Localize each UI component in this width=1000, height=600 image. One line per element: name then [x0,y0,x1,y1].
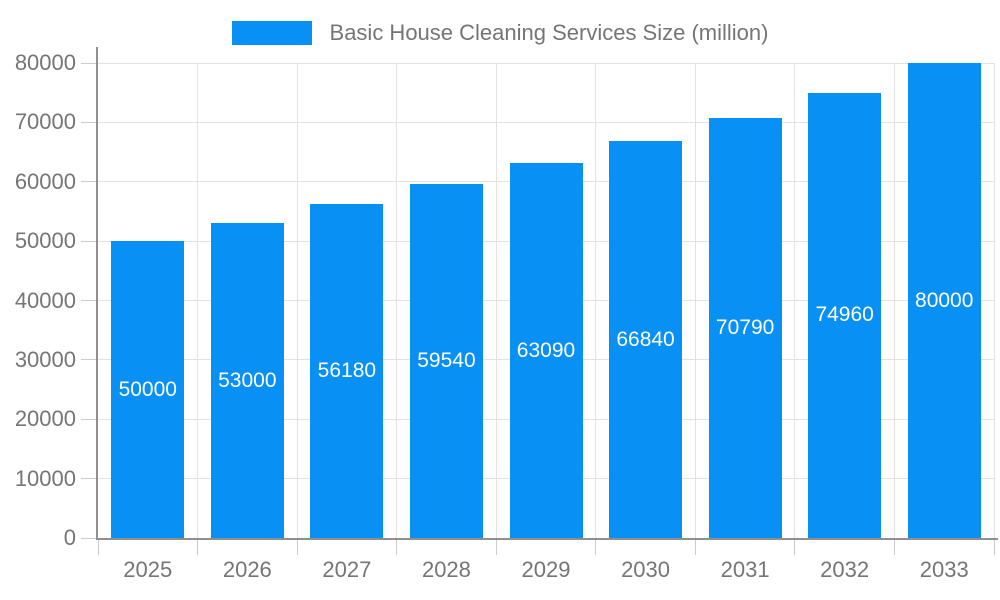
bar-2025[interactable] [111,241,185,538]
x-axis-tick [396,538,398,555]
y-axis-tick [81,121,98,123]
bar-2029[interactable] [509,163,583,538]
bar-2033[interactable] [907,63,981,538]
bar-value-label: 56180 [317,359,377,383]
gridline-y [98,62,994,64]
legend-swatch [231,21,312,45]
x-axis-tick [495,538,497,555]
y-axis-label: 10000 [14,465,76,491]
x-axis-tick [893,538,895,555]
gridline-x [595,63,597,538]
x-axis-label: 2033 [919,557,969,582]
y-axis-tick [81,240,98,242]
x-axis-label: 2025 [123,557,173,582]
y-axis-label: 40000 [14,287,76,313]
y-axis-tick [81,478,98,480]
y-axis-label: 60000 [14,168,76,194]
bar-2028[interactable] [409,184,483,538]
legend-label: Basic House Cleaning Services Size (mill… [329,20,769,45]
x-axis-tick [993,538,995,555]
y-axis-label: 50000 [14,228,76,254]
bar-value-label: 50000 [118,377,177,401]
bar-value-label: 63090 [516,338,576,362]
y-axis-label: 80000 [14,50,76,75]
x-axis-tick [197,538,199,555]
plot-area: 0 10000 20000 30000 40000 50000 60000 70000 8000… [15,47,998,582]
gridline-x [396,63,398,538]
x-axis-line [96,538,998,540]
x-axis-tick [595,538,597,555]
y-axis-tick [81,359,98,361]
bar-2031[interactable] [708,117,782,538]
gridline-x [794,63,796,538]
y-axis-tick [81,418,98,420]
bar-value-label: 66840 [616,327,675,351]
x-axis-label: 2031 [720,557,770,582]
y-axis-label: 70000 [14,109,76,135]
y-axis-tick [81,181,98,183]
x-axis-label: 2032 [820,557,870,582]
x-axis-label: 2030 [621,557,671,582]
bar-2027[interactable] [310,204,384,538]
y-axis-tick [81,62,98,64]
bar-value-label: 70790 [715,315,775,339]
bar-value-label: 59540 [417,349,476,373]
bar-2026[interactable] [210,223,284,538]
y-axis-tick [81,537,98,539]
bar-value-label: 80000 [915,288,974,312]
y-axis-line [96,47,98,538]
bar-value-label: 74960 [815,303,874,327]
gridline-x [296,63,298,538]
bar-2030[interactable] [609,141,683,538]
x-axis-label: 2027 [322,557,372,582]
gridline-y [98,121,994,123]
gridline-x [893,63,895,538]
x-axis-label: 2026 [222,557,272,582]
x-axis-tick [694,538,696,555]
bar-2032[interactable] [808,92,882,538]
x-axis-label: 2029 [521,557,571,582]
y-axis-label: 20000 [14,406,76,432]
x-axis-tick [97,538,99,555]
x-axis-label: 2028 [421,557,471,582]
gridline-x [694,63,696,538]
y-axis-label: 0 [63,525,76,550]
x-axis-tick [296,538,298,555]
gridline-x [993,63,995,538]
x-axis-tick [794,538,796,555]
gridline-x [495,63,497,538]
y-axis-label: 30000 [14,346,76,372]
bar-value-label: 53000 [218,368,277,392]
legend[interactable]: Basic House Cleaning Services Size (mill… [0,19,1000,47]
y-axis-tick [81,300,98,301]
gridline-x [197,63,199,538]
